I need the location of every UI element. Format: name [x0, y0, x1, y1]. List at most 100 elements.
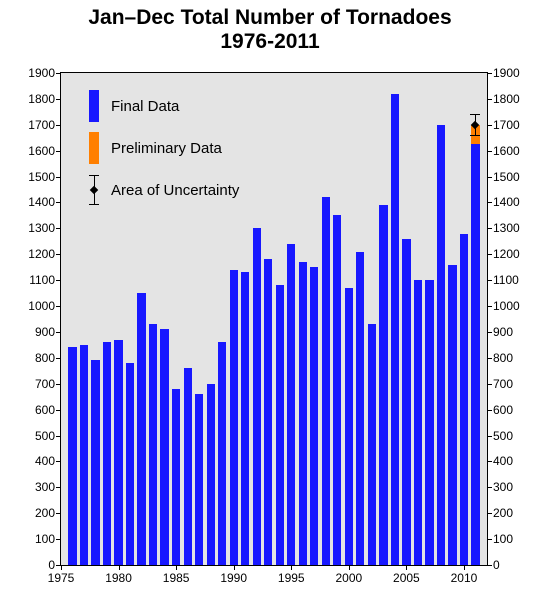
- bar-final: [448, 265, 456, 565]
- bar-final: [379, 205, 387, 565]
- legend-swatch-icon: [89, 132, 99, 164]
- bar-final: [172, 389, 180, 565]
- y-tick-mark: [56, 539, 61, 540]
- y-tick-mark: [56, 125, 61, 126]
- bar-final: [149, 324, 157, 565]
- bar-final: [391, 94, 399, 565]
- bar-final: [195, 394, 203, 565]
- y-tick-mark: [487, 73, 492, 74]
- y-tick-mark: [487, 254, 492, 255]
- x-tick-mark: [349, 565, 350, 570]
- bar-final: [184, 368, 192, 565]
- title-line1: Jan–Dec Total Number of Tornadoes: [0, 6, 540, 30]
- x-tick-mark: [464, 565, 465, 570]
- bar-final: [160, 329, 168, 565]
- legend-item: Final Data: [89, 85, 239, 127]
- legend: Final Data Preliminary Data Area of Uncert…: [89, 85, 239, 211]
- bar-final: [137, 293, 145, 565]
- y-tick-mark: [56, 461, 61, 462]
- bar-final: [114, 340, 122, 565]
- y-tick-mark: [487, 461, 492, 462]
- bar-final: [230, 270, 238, 565]
- x-tick-mark: [176, 565, 177, 570]
- y-tick-mark: [56, 513, 61, 514]
- title-line2: 1976-2011: [0, 30, 540, 54]
- chart-title: Jan–Dec Total Number of Tornadoes 1976-2…: [0, 0, 540, 54]
- y-tick-mark: [56, 358, 61, 359]
- legend-item: Area of Uncertainty: [89, 169, 239, 211]
- y-tick-mark: [487, 151, 492, 152]
- bar-final: [333, 215, 341, 565]
- bar-final: [402, 239, 410, 565]
- bar-final: [241, 272, 249, 565]
- bar-final: [471, 144, 479, 565]
- legend-label: Area of Uncertainty: [111, 182, 239, 199]
- y-tick-mark: [487, 358, 492, 359]
- y-tick-mark: [487, 177, 492, 178]
- bar-final: [264, 259, 272, 565]
- legend-label: Preliminary Data: [111, 140, 222, 157]
- bar-final: [91, 360, 99, 565]
- y-tick-mark: [487, 410, 492, 411]
- y-tick-mark: [56, 280, 61, 281]
- x-tick-mark: [234, 565, 235, 570]
- y-tick-mark: [487, 332, 492, 333]
- y-tick-mark: [487, 99, 492, 100]
- plot-area: 0010010020020030030040040050050060060070…: [60, 72, 488, 566]
- bar-final: [299, 262, 307, 565]
- y-tick-mark: [56, 306, 61, 307]
- y-tick-mark: [56, 202, 61, 203]
- y-tick-mark: [56, 177, 61, 178]
- bar-final: [68, 347, 76, 565]
- x-tick-mark: [291, 565, 292, 570]
- y-tick-mark: [56, 151, 61, 152]
- y-tick-mark: [487, 228, 492, 229]
- bar-final: [126, 363, 134, 565]
- bar-final: [368, 324, 376, 565]
- bar-final: [276, 285, 284, 565]
- error-cap: [470, 135, 480, 136]
- bar-final: [103, 342, 111, 565]
- y-tick-mark: [56, 254, 61, 255]
- bar-final: [253, 228, 261, 565]
- bar-final: [460, 234, 468, 565]
- y-tick-mark: [56, 332, 61, 333]
- legend-item: Preliminary Data: [89, 127, 239, 169]
- y-tick-mark: [487, 280, 492, 281]
- error-cap: [470, 114, 480, 115]
- bar-final: [287, 244, 295, 565]
- y-tick-mark: [487, 565, 492, 566]
- x-tick-mark: [119, 565, 120, 570]
- legend-swatch-icon: [89, 90, 99, 122]
- y-tick-mark: [56, 487, 61, 488]
- bar-final: [425, 280, 433, 565]
- legend-label: Final Data: [111, 98, 179, 115]
- y-tick-mark: [56, 410, 61, 411]
- y-tick-mark: [487, 125, 492, 126]
- y-tick-mark: [487, 487, 492, 488]
- y-tick-mark: [487, 384, 492, 385]
- y-tick-mark: [56, 73, 61, 74]
- y-tick-mark: [487, 539, 492, 540]
- bar-final: [414, 280, 422, 565]
- x-tick-mark: [61, 565, 62, 570]
- x-tick-mark: [406, 565, 407, 570]
- tornado-chart: Jan–Dec Total Number of Tornadoes 1976-2…: [0, 0, 540, 600]
- bar-final: [80, 345, 88, 565]
- y-tick-mark: [56, 436, 61, 437]
- bar-final: [356, 252, 364, 565]
- y-tick-mark: [56, 384, 61, 385]
- bar-final: [437, 125, 445, 565]
- bar-final: [218, 342, 226, 565]
- y-tick-mark: [487, 436, 492, 437]
- y-tick-mark: [487, 513, 492, 514]
- y-tick-mark: [56, 99, 61, 100]
- bar-final: [207, 384, 215, 565]
- bar-final: [345, 288, 353, 565]
- bar-final: [322, 197, 330, 565]
- y-tick-mark: [487, 202, 492, 203]
- legend-error-icon: [89, 175, 99, 205]
- y-tick-mark: [487, 306, 492, 307]
- y-tick-mark: [56, 228, 61, 229]
- bar-final: [310, 267, 318, 565]
